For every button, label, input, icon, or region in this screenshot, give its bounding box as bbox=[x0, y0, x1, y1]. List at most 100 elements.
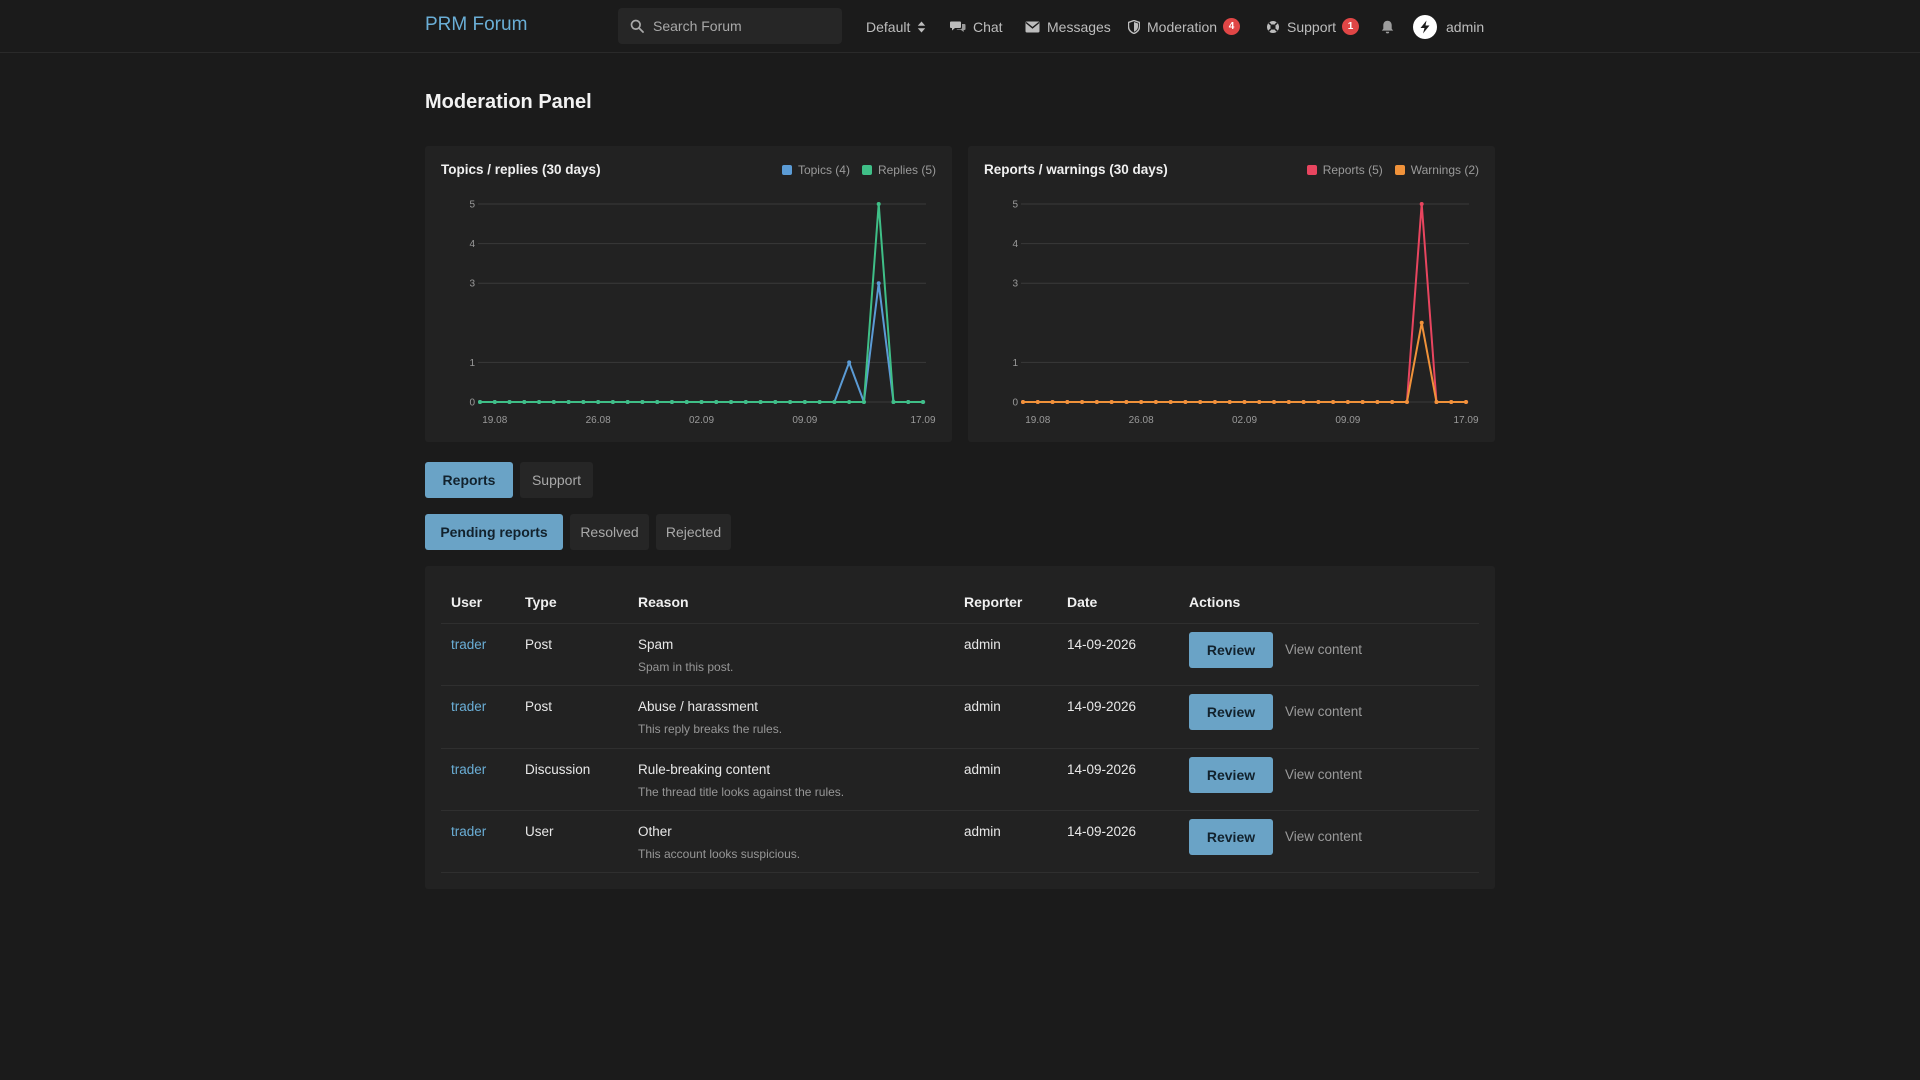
data-point-replies bbox=[817, 400, 822, 404]
data-point-warnings bbox=[1050, 400, 1055, 404]
view-content-link[interactable]: View content bbox=[1285, 704, 1363, 719]
report-reason: Abuse / harassment bbox=[638, 699, 759, 714]
data-point-replies bbox=[655, 400, 660, 404]
report-type: Discussion bbox=[525, 762, 591, 777]
tab-reports[interactable]: Reports bbox=[425, 462, 513, 498]
table-row: trader Post Spam Spam in this post. admi… bbox=[441, 623, 1479, 686]
data-point-warnings bbox=[1272, 400, 1277, 404]
legend-swatch-reports bbox=[1306, 165, 1317, 175]
column-header-reason: Reason bbox=[638, 594, 689, 610]
series-line-reports bbox=[1023, 203, 1466, 403]
data-point-replies bbox=[492, 400, 497, 404]
x-tick-label: 02.09 bbox=[689, 415, 714, 426]
x-tick-label: 19.08 bbox=[482, 415, 507, 426]
review-button[interactable]: Review bbox=[1189, 819, 1273, 855]
search-input[interactable] bbox=[653, 18, 823, 34]
data-point-topics bbox=[847, 360, 852, 365]
data-point-warnings bbox=[1065, 400, 1070, 404]
legend-label-topics: Topics (4) bbox=[797, 163, 850, 177]
legend-item-topics[interactable]: Topics (4) bbox=[781, 163, 850, 177]
y-tick-label: 0 bbox=[1012, 398, 1018, 409]
data-point-topics bbox=[876, 281, 881, 286]
data-point-replies bbox=[876, 202, 881, 206]
review-button[interactable]: Review bbox=[1189, 694, 1273, 730]
top-navbar: PRM Forum Default Chat Messages Moderati… bbox=[0, 0, 1920, 53]
data-point-replies bbox=[832, 400, 837, 404]
data-point-replies bbox=[802, 400, 807, 404]
data-point-replies bbox=[699, 400, 704, 404]
subtab-rejected[interactable]: Rejected bbox=[656, 514, 731, 550]
notifications-button[interactable] bbox=[1381, 0, 1394, 53]
data-point-replies bbox=[921, 400, 925, 404]
envelope-icon bbox=[1025, 21, 1040, 32]
tab-support[interactable]: Support bbox=[520, 462, 593, 498]
user-link[interactable]: trader bbox=[451, 637, 487, 652]
nav-messages[interactable]: Messages bbox=[1025, 0, 1111, 53]
site-logo[interactable]: PRM Forum bbox=[425, 14, 528, 35]
subtab-pending-reports[interactable]: Pending reports bbox=[425, 514, 563, 550]
data-point-replies bbox=[507, 400, 512, 404]
y-tick-label: 0 bbox=[469, 398, 475, 409]
legend-item-replies[interactable]: Replies (5) bbox=[861, 163, 936, 177]
chart-legend: Reports (5) Warnings (2) bbox=[1295, 163, 1479, 177]
report-type: Post bbox=[525, 699, 553, 714]
nav-moderation[interactable]: Moderation 4 bbox=[1128, 0, 1241, 53]
data-point-warnings bbox=[1168, 400, 1173, 404]
search-box[interactable] bbox=[618, 8, 842, 44]
report-date: 14-09-2026 bbox=[1067, 824, 1137, 839]
reports-warnings-chart-card: Reports / warnings (30 days) Reports (5)… bbox=[968, 146, 1495, 442]
legend-swatch-replies bbox=[861, 165, 872, 175]
subtab-resolved[interactable]: Resolved bbox=[570, 514, 649, 550]
x-tick-label: 26.08 bbox=[586, 415, 611, 426]
data-point-warnings bbox=[1449, 400, 1454, 404]
review-button[interactable]: Review bbox=[1189, 632, 1273, 668]
legend-label-replies: Replies (5) bbox=[877, 163, 936, 177]
data-point-replies bbox=[847, 400, 852, 404]
data-point-replies bbox=[478, 400, 482, 404]
view-content-link[interactable]: View content bbox=[1285, 642, 1363, 657]
view-content-link[interactable]: View content bbox=[1285, 767, 1363, 782]
chat-icon bbox=[950, 21, 966, 32]
user-link[interactable]: trader bbox=[451, 699, 487, 714]
y-tick-label: 1 bbox=[469, 358, 475, 369]
view-content-link[interactable]: View content bbox=[1285, 829, 1363, 844]
data-point-replies bbox=[581, 400, 586, 404]
table-row: trader Post Abuse / harassment This repl… bbox=[441, 685, 1479, 748]
user-link[interactable]: trader bbox=[451, 824, 487, 839]
series-line-topics bbox=[480, 282, 923, 403]
data-point-warnings bbox=[1390, 400, 1395, 404]
data-point-replies bbox=[610, 400, 615, 404]
moderation-count-badge: 4 bbox=[1223, 18, 1241, 35]
data-point-replies bbox=[522, 400, 527, 404]
y-tick-label: 3 bbox=[469, 279, 475, 290]
data-point-replies bbox=[773, 400, 778, 404]
column-header-actions: Actions bbox=[1189, 594, 1241, 610]
data-point-warnings bbox=[1286, 400, 1291, 404]
report-reason: Spam bbox=[638, 637, 674, 652]
data-point-replies bbox=[758, 400, 763, 404]
theme-selector[interactable]: Default bbox=[866, 0, 926, 53]
review-button[interactable]: Review bbox=[1189, 757, 1273, 793]
report-reason-note: This account looks suspicious. bbox=[638, 847, 801, 861]
legend-swatch-warnings bbox=[1394, 165, 1405, 175]
nav-chat[interactable]: Chat bbox=[950, 0, 1003, 53]
user-menu[interactable]: admin bbox=[1413, 0, 1484, 53]
legend-item-warnings[interactable]: Warnings (2) bbox=[1394, 163, 1479, 177]
series-line-replies bbox=[480, 203, 923, 403]
report-reason-note: Spam in this post. bbox=[638, 660, 734, 674]
legend-item-reports[interactable]: Reports (5) bbox=[1306, 163, 1383, 177]
nav-support[interactable]: Support 1 bbox=[1266, 0, 1360, 53]
reports-warnings-line-chart: 0 1 3 4 5 19.08 26.08 02.09 09.09 17.09 bbox=[1012, 200, 1479, 427]
report-type: User bbox=[525, 824, 554, 839]
user-link[interactable]: trader bbox=[451, 762, 487, 777]
data-point-warnings bbox=[1094, 400, 1099, 404]
lifebuoy-icon bbox=[1267, 20, 1279, 33]
data-point-replies bbox=[714, 400, 719, 404]
data-point-replies bbox=[906, 400, 911, 404]
data-point-warnings bbox=[1464, 400, 1468, 404]
column-header-reporter: Reporter bbox=[964, 594, 1023, 610]
table-row: trader User Other This account looks sus… bbox=[441, 810, 1479, 873]
x-tick-label: 17.09 bbox=[1453, 415, 1478, 426]
report-date: 14-09-2026 bbox=[1067, 699, 1137, 714]
data-point-warnings bbox=[1212, 400, 1217, 404]
